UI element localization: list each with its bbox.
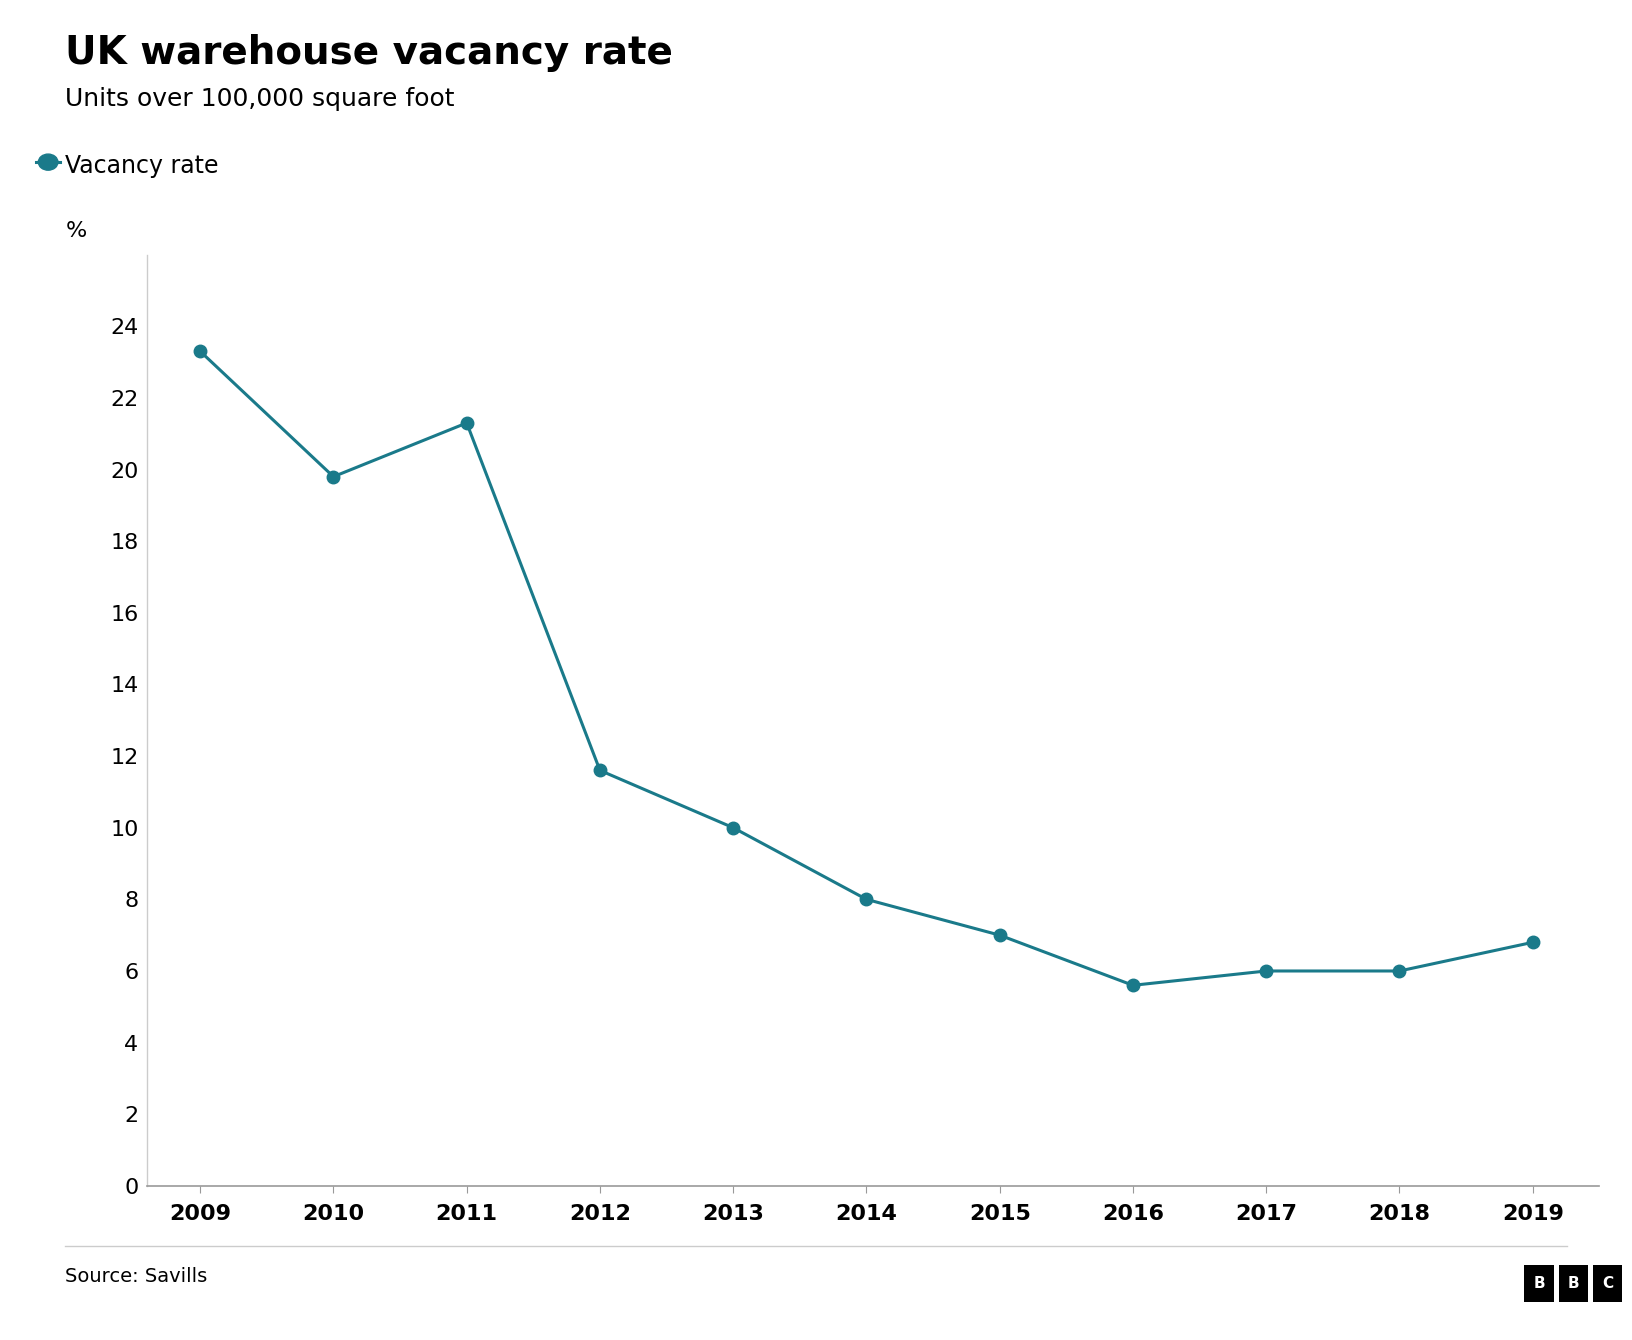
Text: B: B (1532, 1276, 1546, 1292)
Text: Source: Savills: Source: Savills (65, 1268, 207, 1286)
Text: %: % (65, 221, 86, 241)
Text: Units over 100,000 square foot: Units over 100,000 square foot (65, 87, 455, 111)
Text: Vacancy rate: Vacancy rate (65, 154, 219, 178)
Text: C: C (1603, 1276, 1612, 1292)
Text: UK warehouse vacancy rate: UK warehouse vacancy rate (65, 34, 672, 71)
Text: B: B (1567, 1276, 1580, 1292)
